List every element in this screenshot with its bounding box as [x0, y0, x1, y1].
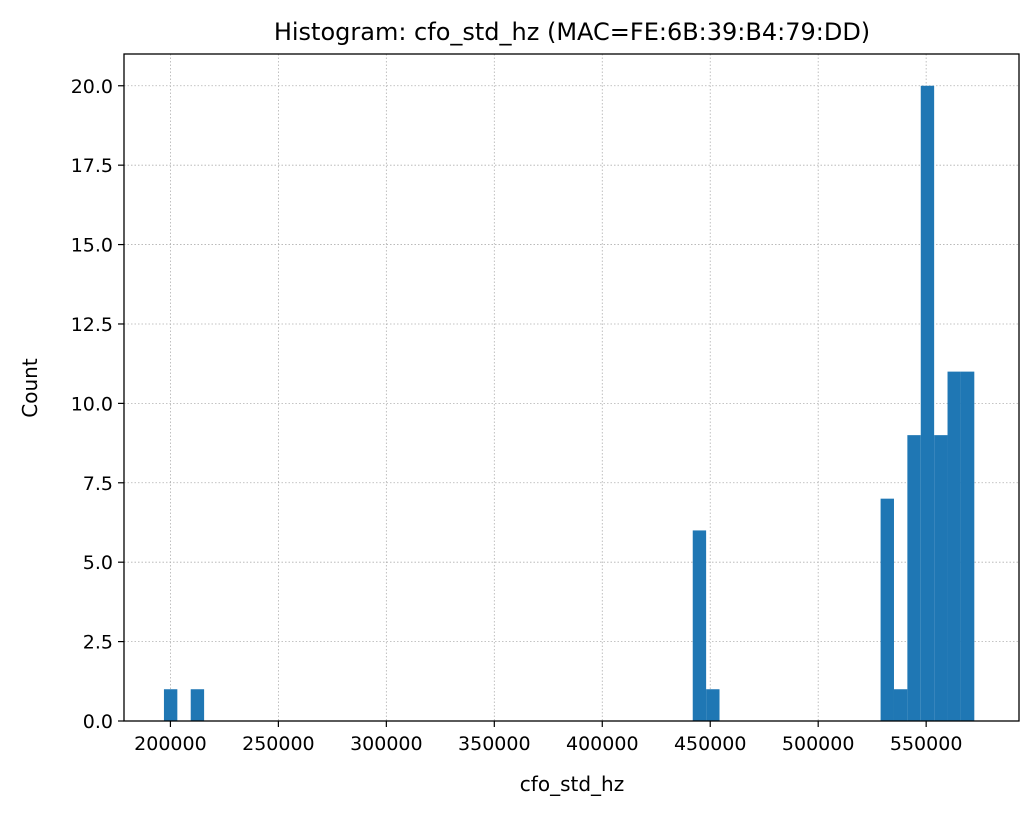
x-tick-label: 550000	[890, 733, 963, 755]
y-tick-label: 2.5	[83, 632, 113, 654]
x-tick-label: 300000	[350, 733, 423, 755]
y-tick-label: 12.5	[71, 314, 113, 336]
y-tick-label: 17.5	[71, 155, 113, 177]
histogram-bar	[960, 371, 975, 721]
histogram-bar	[893, 689, 908, 721]
histogram-bar	[880, 498, 894, 721]
y-tick-label: 15.0	[71, 235, 113, 257]
histogram-bar	[907, 435, 921, 721]
x-axis-label: cfo_std_hz	[520, 772, 624, 796]
histogram-bar	[706, 689, 720, 721]
y-axis-ticks: 0.0 2.5 5.0 7.5 10.0 12.5 15.0 17.5 20.0	[71, 76, 124, 733]
chart-title: Histogram: cfo_std_hz (MAC=FE:6B:39:B4:7…	[274, 18, 870, 46]
histogram-bar	[934, 435, 948, 721]
x-tick-label: 350000	[458, 733, 531, 755]
y-tick-label: 10.0	[71, 393, 113, 415]
histogram-bar	[190, 689, 205, 721]
y-tick-label: 0.0	[83, 711, 113, 733]
x-axis-ticks: 200000 250000 300000 350000 400000 450000 5000…	[134, 721, 962, 755]
x-tick-label: 500000	[782, 733, 855, 755]
histogram-bar	[920, 85, 935, 721]
y-tick-label: 7.5	[83, 473, 113, 495]
histogram-bar	[692, 530, 707, 721]
histogram-bar	[163, 689, 178, 721]
x-tick-label: 250000	[242, 733, 315, 755]
y-tick-label: 20.0	[71, 76, 113, 98]
x-tick-label: 400000	[566, 733, 639, 755]
x-tick-label: 450000	[674, 733, 747, 755]
histogram-bar	[947, 371, 961, 721]
y-axis-label: Count	[18, 358, 42, 418]
x-tick-label: 200000	[134, 733, 207, 755]
plot-frame	[123, 53, 1020, 722]
bars	[163, 85, 975, 721]
y-tick-label: 5.0	[83, 552, 113, 574]
